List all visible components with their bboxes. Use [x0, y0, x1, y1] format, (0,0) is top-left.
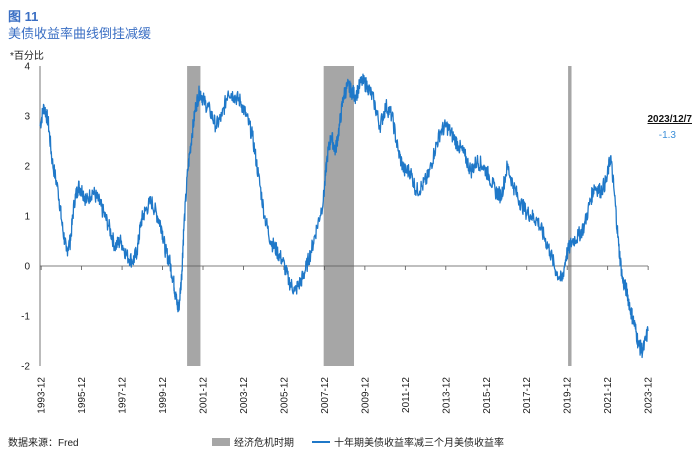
- x-tick-label: 1999-12: [158, 377, 169, 414]
- x-tick-label: 1997-12: [118, 377, 129, 414]
- callout-date: 2023/12/7: [647, 114, 693, 125]
- x-tick-label: 2003-12: [239, 377, 250, 414]
- x-tick-label: 2013-12: [441, 377, 452, 414]
- legend-recession-label: 经济危机时期: [234, 438, 294, 449]
- y-tick-label: -1: [21, 312, 30, 323]
- x-axis: 1993-12 1995-12 1997-12 1999-12 2001-12 2003-…: [37, 265, 655, 414]
- x-tick-label: 2019-12: [563, 377, 574, 414]
- recession-band-1: [187, 66, 201, 366]
- x-tick-label: 2009-12: [360, 377, 371, 414]
- figure-title: 美债收益率曲线倒挂减缓: [8, 26, 152, 41]
- x-tick-label: 2015-12: [482, 377, 493, 414]
- y-tick-label: 2: [24, 162, 30, 173]
- x-tick-label: 2021-12: [603, 377, 614, 414]
- yield-spread-line: [39, 73, 649, 359]
- y-tick-label: -2: [21, 362, 30, 373]
- recession-band-3: [568, 66, 572, 366]
- x-tick-label: 1995-12: [77, 377, 88, 414]
- unit-label: *百分比: [10, 51, 44, 62]
- legend-series: 十年期美债收益率减三个月美债收益率: [312, 434, 504, 449]
- x-tick-label: 2007-12: [320, 377, 331, 414]
- y-axis: 4 3 2 1 0 -1 -2: [21, 62, 41, 373]
- y-tick-label: 0: [24, 262, 30, 273]
- y-tick-label: 3: [24, 112, 30, 123]
- x-tick-label: 2017-12: [522, 377, 533, 414]
- callout-value: -1.3: [658, 130, 676, 141]
- x-tick-label: 2023-12: [644, 377, 655, 414]
- chart-area: 4 3 2 1 0 -1 -2 1993-12 1995-12 1997-12 1999-12 20…: [21, 62, 655, 414]
- y-tick-label: 4: [24, 62, 30, 73]
- x-tick-label: 1993-12: [37, 377, 48, 414]
- x-tick-label: 2011-12: [401, 377, 412, 413]
- data-source: 数据来源：Fred: [8, 438, 79, 449]
- recession-band-2: [323, 66, 355, 366]
- legend-series-swatch: [312, 440, 330, 443]
- legend-recession: 经济危机时期: [212, 434, 294, 449]
- legend-series-label: 十年期美债收益率减三个月美债收益率: [334, 438, 504, 449]
- x-tick-label: 2001-12: [199, 377, 210, 414]
- x-tick-label: 2005-12: [279, 377, 290, 414]
- y-tick-label: 1: [24, 212, 30, 223]
- figure-number: 图 11: [8, 9, 39, 24]
- legend-recession-swatch: [212, 437, 230, 446]
- recession-bands: [187, 66, 572, 366]
